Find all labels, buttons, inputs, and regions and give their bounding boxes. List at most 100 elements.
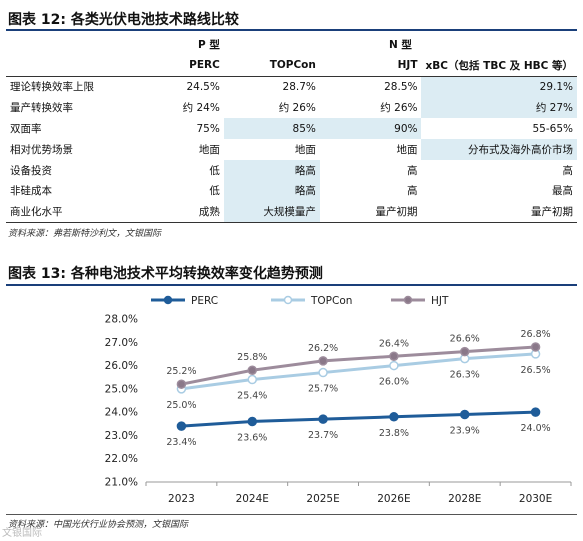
data-label: 23.4% — [166, 437, 196, 448]
y-tick-label: 21.0% — [105, 477, 138, 489]
table-row: 理论转换效率上限 24.5% 28.7% 28.5% 29.1% — [6, 76, 577, 98]
data-point — [247, 416, 257, 427]
column-header: xBC（包括 TBC 及 HBC 等） — [425, 59, 573, 72]
table-row: 设备投资 低 略高 高 高 — [6, 159, 577, 181]
data-point — [247, 374, 257, 385]
data-label: 25.8% — [237, 352, 267, 363]
y-tick-label: 22.0% — [105, 453, 138, 465]
table-row: 量产转换效率 约 24% 约 26% 约 26% 约 27% — [6, 97, 577, 119]
table-row: 相对优势场景 地面 地面 地面 分布式及海外高价市场 — [6, 138, 577, 160]
table-cell: 地面 — [198, 143, 220, 156]
x-tick-label: 2024E — [236, 493, 269, 505]
x-tick-label: 2023 — [168, 493, 195, 505]
data-label: 26.0% — [379, 377, 409, 388]
legend-marker — [163, 295, 173, 305]
data-point — [247, 365, 257, 375]
table-cell: 85% — [223, 118, 320, 139]
chart-source: 资料来源：中国光伏行业协会预测，文银国际 — [8, 520, 189, 530]
y-tick-label: 26.0% — [105, 360, 138, 372]
data-label: 25.0% — [166, 400, 196, 411]
data-point — [318, 356, 328, 366]
x-tick-label: 2028E — [448, 493, 481, 505]
table-cell: 高 — [406, 164, 418, 177]
row-label: 双面率 — [10, 123, 42, 136]
data-point — [530, 342, 541, 352]
title-rule — [6, 29, 577, 31]
group-n-label: N 型 — [388, 38, 412, 51]
legend-marker — [283, 295, 293, 305]
table-cell: 量产初期 — [375, 206, 418, 219]
legend-label: TOPCon — [310, 295, 352, 307]
table-row: 非硅成本 低 略高 高 最高 — [6, 180, 577, 202]
table-cell: 高 — [562, 164, 574, 177]
y-tick-label: 24.0% — [105, 407, 138, 419]
row-label: 非硅成本 — [10, 185, 52, 198]
column-header: HJT — [397, 59, 418, 72]
x-tick-label: 2025E — [306, 493, 339, 505]
data-label: 25.2% — [166, 366, 196, 377]
table-cell: 约 27% — [421, 97, 577, 119]
table-row: 双面率 75% 85% 90% 55-65% — [6, 118, 577, 139]
column-header: TOPCon — [269, 59, 316, 72]
chart-title: 图表 13: 各种电池技术平均转换效率变化趋势预测 — [8, 266, 323, 282]
table-cell: 略高 — [223, 180, 320, 202]
chart-title-rule — [6, 284, 577, 286]
data-label: 26.4% — [379, 338, 409, 349]
data-point — [389, 360, 399, 371]
row-label: 商业化水平 — [10, 206, 63, 219]
data-label: 26.3% — [450, 370, 480, 381]
legend-marker — [403, 295, 413, 305]
chart-bottom-rule — [6, 514, 577, 515]
table-cell: 低 — [209, 164, 220, 177]
table-row: 商业化水平 成熟 大规模量产 量产初期 量产初期 — [6, 201, 577, 223]
group-p-label: P 型 — [197, 38, 220, 51]
legend-label: PERC — [191, 295, 218, 307]
table-cell: 分布式及海外高价市场 — [421, 138, 577, 160]
row-label: 理论转换效率上限 — [10, 81, 94, 94]
table-cell: 高 — [406, 185, 418, 198]
series-line — [181, 345, 536, 386]
table-source: 资料来源：弗若斯特沙利文，文银国际 — [8, 229, 162, 239]
data-point — [460, 346, 470, 357]
data-point — [318, 414, 328, 424]
table-cell: 略高 — [223, 159, 320, 181]
data-point — [389, 351, 399, 362]
table-cell: 约 24% — [182, 102, 220, 115]
data-label: 23.6% — [237, 432, 267, 443]
table-cell: 量产初期 — [531, 206, 573, 219]
table-cell: 24.5% — [186, 80, 220, 93]
y-tick-label: 27.0% — [105, 337, 138, 349]
data-point — [176, 379, 187, 389]
y-tick-label: 23.0% — [105, 430, 138, 442]
y-tick-label: 25.0% — [105, 383, 138, 395]
table-cell: 28.5% — [384, 80, 418, 93]
table-cell: 地面 — [294, 143, 316, 156]
efficiency-line-chart: 21.0% 22.0% 23.0% 24.0% 25.0% 26.0% 27.0% 28.0%… — [105, 295, 572, 505]
x-tick-label: 2030E — [519, 493, 552, 505]
data-point — [460, 409, 470, 420]
data-point — [318, 367, 328, 378]
table-cell: 最高 — [552, 185, 573, 198]
table-cell: 约 26% — [380, 102, 418, 115]
y-tick-label: 28.0% — [105, 314, 138, 326]
table-cell: 成熟 — [198, 206, 220, 219]
table-cell: 29.1% — [421, 76, 577, 98]
column-header: PERC — [189, 59, 220, 72]
data-label: 25.4% — [237, 391, 267, 402]
data-label: 23.9% — [450, 425, 480, 436]
data-label: 24.0% — [520, 423, 550, 434]
table-cell: 大规模量产 — [223, 201, 320, 223]
row-label: 量产转换效率 — [10, 102, 73, 115]
table-cell: 低 — [209, 185, 220, 198]
watermark: 文银国际 — [2, 528, 42, 539]
series-line — [181, 352, 536, 391]
data-label: 26.5% — [520, 365, 550, 376]
x-tick-label: 2026E — [377, 493, 410, 505]
row-label: 设备投资 — [10, 164, 52, 177]
table-cell: 约 26% — [278, 102, 316, 115]
data-label: 26.2% — [308, 343, 338, 354]
row-label: 相对优势场景 — [10, 143, 73, 156]
data-point — [389, 412, 399, 422]
table-cell: 28.7% — [282, 80, 316, 93]
data-label: 26.6% — [450, 334, 480, 345]
